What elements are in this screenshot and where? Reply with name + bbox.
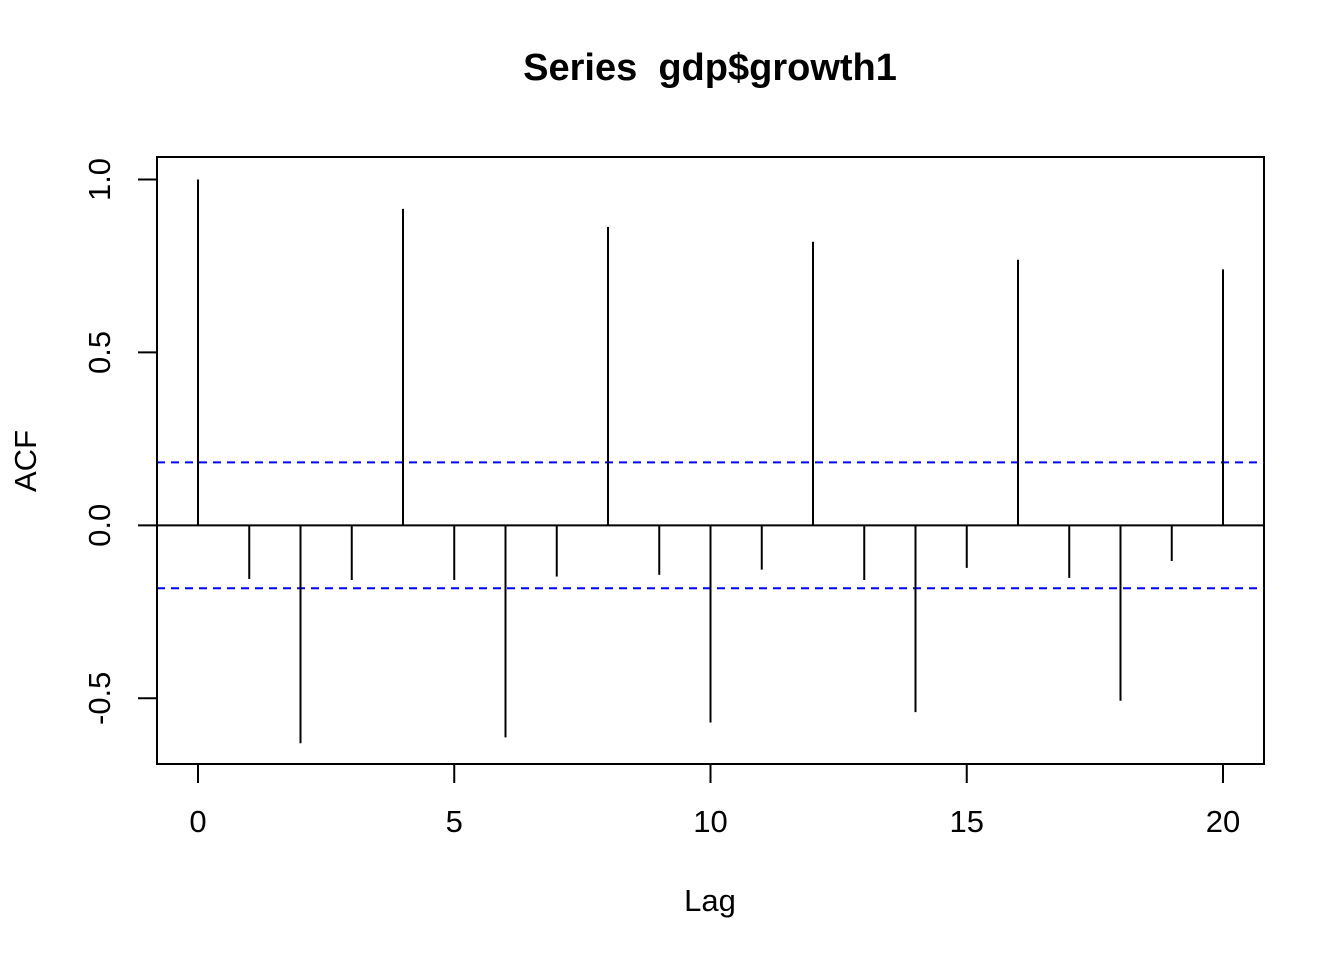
x-axis: 0 5 10 15 20: [189, 763, 1240, 839]
x-tick-label: 20: [1206, 804, 1240, 839]
x-tick-label: 5: [446, 804, 463, 839]
y-tick-label: -0.5: [82, 672, 117, 725]
x-tick-label: 0: [189, 804, 206, 839]
y-axis-label: ACF: [8, 430, 43, 492]
y-tick-label: 1.0: [82, 158, 117, 201]
acf-bars: [157, 179, 1264, 744]
x-tick-label: 10: [693, 804, 727, 839]
chart-title: Series gdp$growth1: [523, 47, 897, 89]
y-tick-label: 0.0: [82, 504, 117, 547]
y-tick-label: 0.5: [82, 331, 117, 374]
x-axis-label: Lag: [684, 883, 736, 918]
x-tick-label: 15: [950, 804, 984, 839]
y-axis: -0.5 0.0 0.5 1.0: [82, 158, 158, 725]
